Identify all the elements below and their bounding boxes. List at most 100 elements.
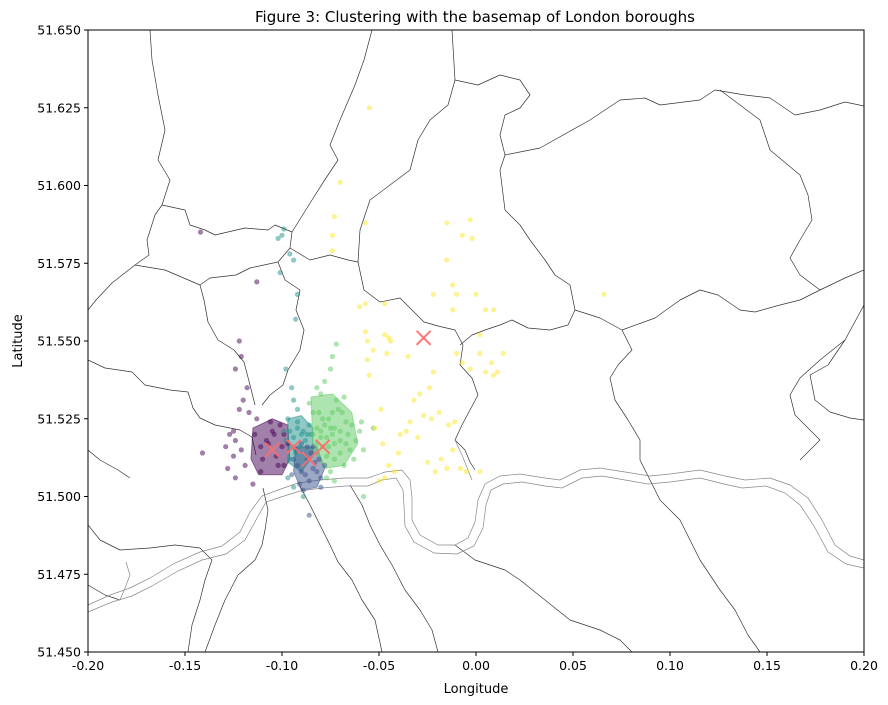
cluster-3-point	[347, 447, 353, 453]
cluster-3-point	[331, 456, 337, 462]
cluster-1-point	[308, 450, 314, 456]
cluster-0-point	[258, 469, 264, 475]
cluster-4-point	[331, 214, 337, 220]
cluster-0-point	[230, 453, 237, 459]
cluster-4-point	[483, 307, 489, 313]
cluster-2-point	[291, 397, 297, 403]
cluster-4-point	[376, 478, 382, 484]
cluster-3-point	[331, 425, 337, 431]
centroid-marker	[315, 439, 331, 455]
cluster-4-point	[395, 450, 401, 456]
cluster-2-point	[287, 251, 293, 257]
cluster-4-point	[463, 469, 469, 475]
cluster-4-point	[364, 357, 370, 363]
chart-title: Figure 3: Clustering with the basemap of…	[255, 8, 695, 26]
cluster-0-point	[223, 444, 229, 450]
boundary-line	[454, 74, 576, 346]
cluster-3-point	[335, 406, 341, 412]
cluster-3-point	[337, 428, 343, 434]
cluster-4-point	[490, 372, 497, 378]
cluster-0-point	[199, 450, 206, 456]
cluster-0-point	[238, 447, 244, 453]
boundary-line	[88, 30, 171, 311]
cluster-4-point	[407, 419, 413, 425]
cluster-0-point	[236, 406, 242, 412]
cluster-0-point	[254, 416, 260, 422]
cluster-2-point	[287, 428, 293, 434]
cluster-2-point	[294, 419, 301, 425]
cluster-2-point	[277, 270, 283, 276]
cluster-2-point	[291, 434, 297, 440]
cluster-0-point	[258, 444, 264, 450]
cluster-4-point	[459, 360, 465, 366]
cluster-4-point	[446, 422, 452, 428]
cluster-0-point	[252, 431, 258, 437]
cluster-1-point	[318, 475, 324, 481]
cluster-1-point	[296, 481, 303, 487]
cluster-4-point	[601, 291, 607, 297]
cluster-4-point	[494, 369, 500, 375]
cluster-1-point	[318, 484, 324, 490]
cluster-1-point	[322, 462, 328, 468]
x-tick-label: -0.10	[266, 658, 298, 673]
cluster-3-point	[337, 437, 343, 444]
x-axis: -0.20 -0.15 -0.10 -0.05 0.00 0.05 0.10 0.15 0.20	[72, 652, 878, 673]
cluster-1-point	[291, 456, 297, 462]
cluster-0-point	[250, 481, 256, 487]
y-tick-label: 51.525	[37, 411, 81, 426]
y-axis-label: Latitude	[11, 314, 26, 368]
cluster-3-point	[310, 409, 316, 416]
boundary-line	[161, 204, 293, 406]
x-tick-label: -0.20	[72, 658, 104, 673]
cluster-2-point	[300, 428, 306, 434]
cluster-3-point	[333, 397, 339, 403]
cluster-4-point	[469, 235, 475, 241]
cluster-4-point	[490, 307, 497, 313]
cluster-0-point	[240, 397, 246, 403]
cluster-0-point	[267, 419, 273, 425]
cluster-2-point	[293, 450, 299, 456]
cluster-4-point	[382, 332, 388, 338]
cluster-4-point	[415, 434, 421, 440]
cluster-3-point	[320, 416, 326, 422]
y-tick-label: 51.600	[37, 178, 81, 193]
x-tick-label: -0.15	[169, 658, 201, 673]
cluster-4-point	[362, 329, 368, 335]
cluster-0-point	[227, 431, 233, 437]
cluster-4-point	[384, 350, 390, 356]
cluster-0-point	[263, 437, 270, 444]
cluster-4-point	[391, 469, 398, 475]
plot-area	[88, 30, 864, 652]
cluster-4-point	[473, 291, 479, 297]
cluster-4-point	[450, 307, 456, 313]
cluster-0-point	[236, 338, 242, 344]
cluster-1-point	[310, 465, 316, 472]
boundary-line	[299, 485, 383, 652]
cluster-4-point	[432, 469, 438, 475]
cluster-3-point	[318, 428, 324, 434]
cluster-2-point	[275, 235, 281, 241]
cluster-4-point	[366, 105, 372, 111]
cluster-2-point	[291, 257, 297, 263]
cluster-1-point	[289, 472, 295, 478]
boundary-line	[609, 329, 641, 460]
cluster-3-point	[318, 434, 324, 440]
cluster-0-point	[232, 437, 238, 444]
river-tributary	[119, 561, 131, 601]
centroid-marker	[285, 439, 302, 455]
cluster-2-point	[306, 422, 312, 428]
boundary-line	[88, 584, 121, 601]
cluster-4-point	[452, 419, 458, 425]
cluster-3-point	[322, 378, 328, 384]
centroid-markers-layer	[264, 330, 432, 467]
boundary-line	[789, 339, 846, 461]
cluster-4-point	[380, 441, 386, 447]
boundary-line	[88, 359, 257, 456]
cluster-3-point	[327, 366, 334, 372]
cluster-3-point	[345, 431, 351, 437]
cluster-4-point	[403, 428, 409, 434]
cluster-2-point	[285, 416, 291, 422]
cluster-1-point	[300, 487, 306, 493]
x-tick-label: 0.15	[753, 658, 781, 673]
cluster-4-point	[450, 447, 456, 453]
